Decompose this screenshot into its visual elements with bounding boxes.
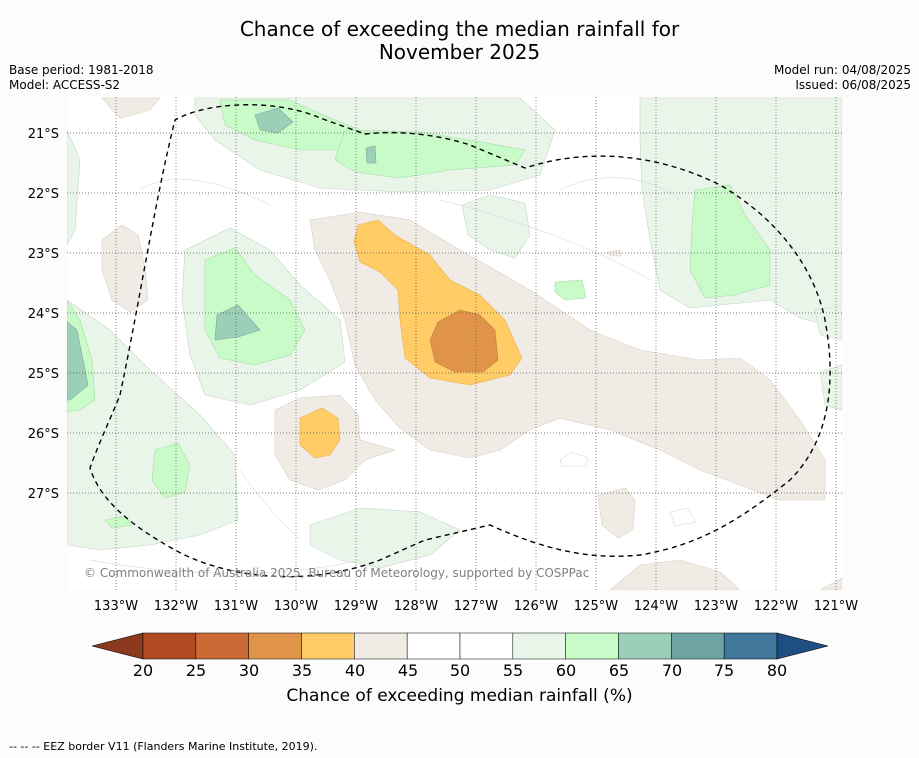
cbar-tick-50: 50 [450,661,470,680]
longitude-labels: 133°W 132°W 131°W 130°W 129°W 128°W 127°… [94,599,858,614]
region-60-65-sw [104,515,133,529]
colorbar-segment-40-45 [354,632,408,660]
lon-label-133w: 133°W [94,599,138,614]
colorbar-segment-70-75 [671,632,725,660]
cbar-tick-65: 65 [609,661,629,680]
colorbar-segment-30-35 [248,632,302,660]
lat-label-25s: 25°S [28,367,59,382]
lat-label-27s: 27°S [28,487,59,502]
map-title: Chance of exceeding the median rainfall … [0,18,919,64]
lon-label-127w: 127°W [454,599,498,614]
contour-line-1 [89,559,361,574]
lon-label-125w: 125°W [574,599,618,614]
colorbar-label: Chance of exceeding median rainfall (%) [286,686,633,706]
colorbar-segment-50-55 [459,632,514,660]
cbar-tick-75: 75 [714,661,734,680]
lat-label-21s: 21°S [28,127,59,142]
cbar-tick-45: 45 [398,661,418,680]
region-40-45-se2 [819,577,842,590]
lat-label-24s: 24°S [28,307,59,322]
contour-line-6 [439,199,651,281]
cbar-tick-20: 20 [133,661,153,680]
region-60-65-east [689,184,771,299]
lon-label-124w: 124°W [634,599,678,614]
lat-label-26s: 26°S [28,427,59,442]
region-40-45-se [609,559,741,590]
cbar-tick-80: 80 [767,661,787,680]
region-55-60-right-edge [814,304,842,341]
contour-line-4 [669,507,697,527]
lat-label-22s: 22°S [28,187,59,202]
cbar-tick-25: 25 [186,661,206,680]
lon-label-122w: 122°W [754,599,798,614]
run-info: Model run: 04/08/2025 Issued: 06/08/2025 [774,63,911,93]
region-55-60-left-edge [67,129,81,246]
model-run-text: Model run: 04/08/2025 [773,63,911,77]
graticule [67,97,842,590]
eez-legend-note: -- -- -- EEZ border V11 (Flanders Marine… [9,740,318,753]
lon-label-129w: 129°W [334,599,378,614]
map-title-line1: Chance of exceeding the median rainfall … [239,17,680,41]
lat-label-23s: 23°S [28,247,59,262]
cbar-tick-30: 30 [239,661,259,680]
cbar-tick-55: 55 [503,661,523,680]
region-65-70-north [254,107,294,134]
base-period-text: Base period: 1981-2018 [9,63,154,77]
region-40-45-tiny [607,249,623,257]
cbar-tick-35: 35 [292,661,312,680]
cbar-tick-40: 40 [345,661,365,680]
colorbar-segment-20-25 [142,632,197,660]
eez-border [89,104,831,578]
lon-label-128w: 128°W [394,599,438,614]
map-title-line2: November 2025 [378,40,541,64]
contour-line-2 [559,177,681,201]
lon-label-126w: 126°W [514,599,558,614]
region-40-45-south2 [597,487,636,539]
cbar-tick-60: 60 [556,661,576,680]
region-65-70-tiny [365,145,377,164]
lon-label-132w: 132°W [154,599,198,614]
map-field [67,97,842,590]
lon-label-130w: 130°W [274,599,318,614]
region-40-45-nw [101,97,161,119]
colorbar-segment-75-80 [723,632,778,660]
colorbar-segment-45-50 [406,632,461,660]
lon-label-121w: 121°W [814,599,858,614]
model-info: Base period: 1981-2018 Model: ACCESS-S2 [9,63,154,93]
colorbar-segment-35-40 [301,632,355,660]
copyright-text: © Commonwealth of Australia 2025, Bureau… [84,566,589,580]
region-60-65-tiny [554,279,587,301]
latitude-labels: 21°S 22°S 23°S 24°S 25°S 26°S 27°S [28,127,59,502]
region-55-60-south [309,507,461,569]
region-55-60-southwest [67,299,239,551]
region-40-45-west [101,224,149,313]
region-65-70-left [67,321,89,401]
region-30-35-central [429,309,499,373]
colorbar-segment-55-60 [512,632,566,660]
contour-line-5 [139,179,271,206]
issued-date-text: Issued: 06/08/2025 [795,78,911,92]
cbar-tick-70: 70 [662,661,682,680]
region-65-70-west [214,304,261,341]
contour-line-3 [559,451,589,467]
region-55-60-right-edge2 [819,364,842,411]
colorbar-over-arrow [776,632,829,660]
colorbar-segment-60-65 [565,632,619,660]
contour-line-7 [239,469,301,541]
colorbar-under-arrow [91,632,144,660]
colorbar: 20 25 30 35 40 45 50 55 60 65 70 75 80 [91,632,829,680]
lon-label-123w: 123°W [694,599,738,614]
region-60-65-north-b [334,129,526,179]
colorbar-segment-25-30 [195,632,249,660]
colorbar-segment-65-70 [618,632,672,660]
model-name-text: Model: ACCESS-S2 [9,78,121,92]
lon-label-131w: 131°W [214,599,258,614]
region-60-65-small-south [151,442,191,499]
